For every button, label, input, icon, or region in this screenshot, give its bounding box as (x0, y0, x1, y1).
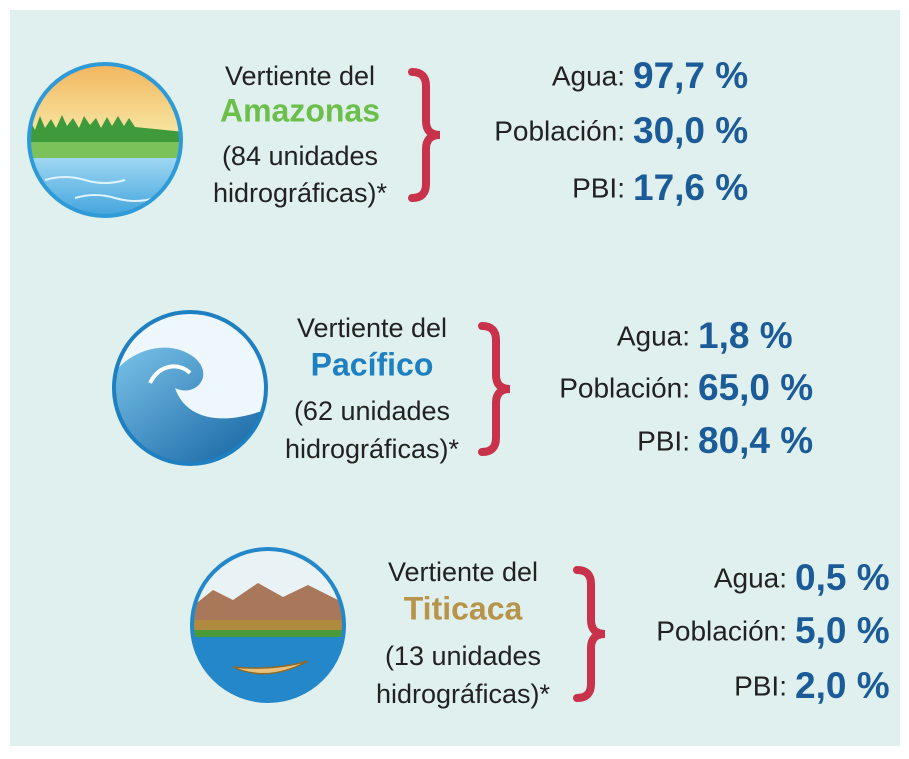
section-note: (84 unidades (222, 141, 378, 171)
stat-value: 97,7 % (633, 55, 748, 96)
stat-value: 17,6 % (633, 167, 748, 208)
stat-label: PBI: (637, 425, 690, 456)
section-title: Vertiente del (388, 557, 538, 587)
brace (573, 566, 606, 702)
brace (408, 68, 441, 202)
stat-label: PBI: (734, 670, 787, 701)
brace (478, 322, 511, 456)
section-name: Pacífico (311, 346, 434, 382)
stat-value: 80,4 % (698, 420, 813, 461)
section-title: Vertiente del (297, 313, 447, 343)
pacific-icon (112, 310, 268, 466)
stat-value: 65,0 % (698, 367, 813, 408)
stat-label: Agua: (714, 562, 787, 593)
stat-value: 1,8 % (698, 315, 793, 356)
section-note: hidrográficas)* (376, 679, 551, 709)
section-name: Amazonas (220, 92, 380, 128)
stat-value: 0,5 % (795, 557, 890, 598)
stat-label: PBI: (572, 172, 625, 203)
stat-label: Población: (656, 615, 787, 646)
stat-label: Población: (559, 372, 690, 403)
section-note: hidrográficas)* (213, 178, 388, 208)
stat-value: 30,0 % (633, 110, 748, 151)
stat-value: 2,0 % (795, 665, 890, 706)
section-note: (62 unidades (294, 396, 450, 426)
section-note: hidrográficas)* (285, 434, 460, 464)
stat-value: 5,0 % (795, 610, 890, 651)
section-title: Vertiente del (225, 61, 375, 91)
section-note: (13 unidades (385, 641, 541, 671)
stat-label: Agua: (552, 60, 625, 91)
stat-label: Población: (494, 115, 625, 146)
section-name: Titicaca (404, 590, 523, 626)
stat-label: Agua: (617, 320, 690, 351)
